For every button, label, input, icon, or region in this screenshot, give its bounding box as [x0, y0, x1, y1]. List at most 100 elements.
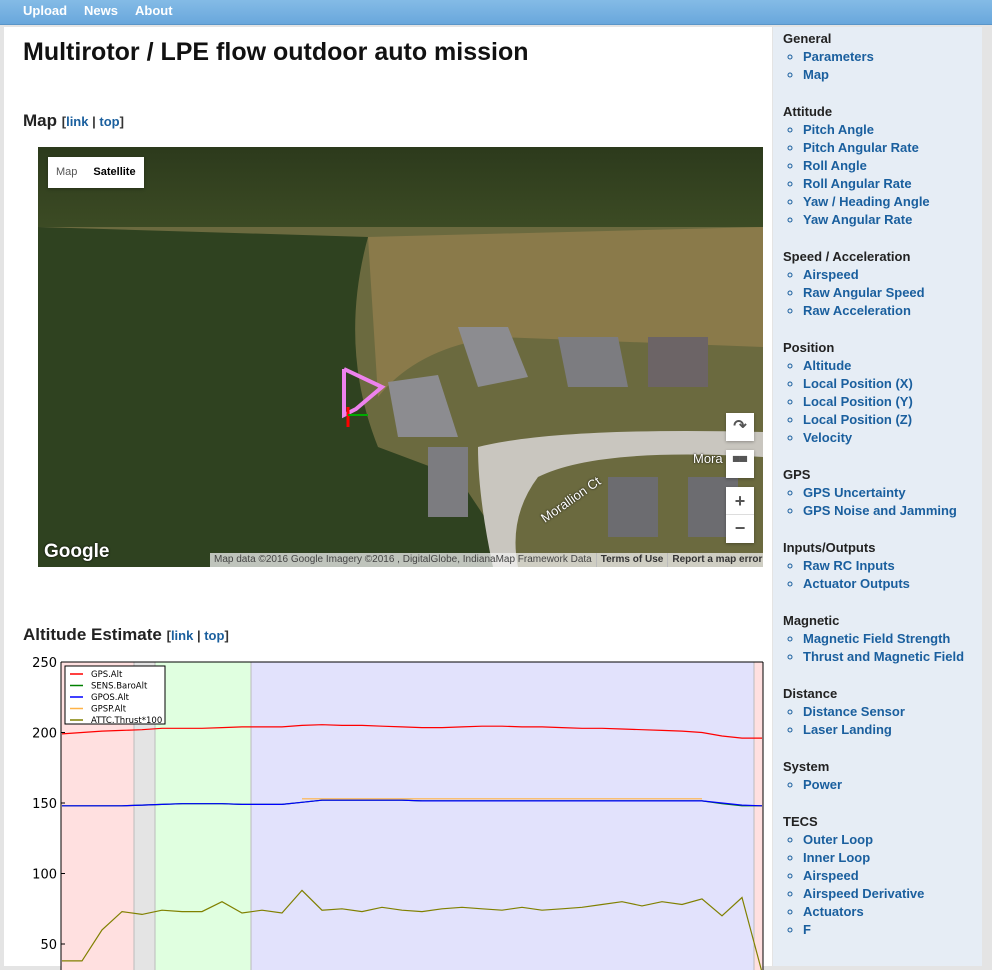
sidebar-heading: Position [783, 340, 835, 355]
sidebar-item: Pitch Angular Rate [803, 139, 972, 157]
sidebar-item: Map [803, 66, 972, 84]
main-content: Multirotor / LPE flow outdoor auto missi… [4, 27, 772, 970]
zoom-control: + − [726, 487, 754, 543]
sidebar-heading: Speed / Acceleration [783, 249, 911, 264]
page-title: Multirotor / LPE flow outdoor auto missi… [23, 38, 529, 66]
satellite-map[interactable]: Map Satellite Morallion Ct Mora ↷ ▀▀ + −… [38, 147, 763, 567]
sidebar-item: Airspeed Derivative [803, 885, 972, 903]
legend-label: GPSP.Alt [91, 705, 127, 715]
sidebar-link[interactable]: Raw Acceleration [803, 303, 911, 318]
sidebar-link[interactable]: Distance Sensor [803, 704, 905, 719]
sidebar-link[interactable]: Yaw Angular Rate [803, 212, 913, 227]
altitude-link[interactable]: link [170, 628, 194, 643]
sidebar-group: Attitude Pitch Angle Pitch Angular Rate Rol… [783, 104, 972, 229]
flight-track [342, 367, 386, 419]
series-line-gpos-alt [62, 799, 763, 807]
sidebar-link[interactable]: Laser Landing [803, 722, 892, 737]
sidebar-group: Magnetic Magnetic Field Strength Thrust an… [783, 613, 972, 666]
sidebar-link[interactable]: Actuators [803, 904, 864, 919]
tilt-icon: ▀▀ [732, 457, 748, 468]
sidebar-link[interactable]: Pitch Angle [803, 122, 875, 137]
sidebar-group: Inputs/Outputs Raw RC Inputs Actuator Outp… [783, 540, 972, 593]
sidebar-link[interactable]: Local Position (Y) [803, 394, 913, 409]
map-top-link[interactable]: top [99, 114, 120, 129]
sidebar-link[interactable]: Roll Angular Rate [803, 176, 912, 191]
nav-news[interactable]: News [84, 3, 118, 18]
sidebar-group: GPS GPS Uncertainty GPS Noise and Jamming [783, 467, 972, 520]
sidebar-item: Pitch Angle [803, 121, 972, 139]
zoom-in-button[interactable]: + [726, 487, 754, 515]
top-navbar: Upload News About [0, 0, 992, 25]
sidebar-group: System Power [783, 759, 972, 794]
sidebar-link[interactable]: GPS Noise and Jamming [803, 503, 957, 518]
sidebar-link[interactable]: Yaw / Heading Angle [803, 194, 930, 209]
sidebar-link[interactable]: Roll Angle [803, 158, 867, 173]
sidebar-item: Raw Angular Speed [803, 284, 972, 302]
nav-about[interactable]: About [135, 3, 173, 18]
legend-label: ATTC.Thrust*100 [91, 716, 162, 726]
sidebar-link[interactable]: Actuator Outputs [803, 576, 910, 591]
sidebar-item: Roll Angle [803, 157, 972, 175]
sidebar-link[interactable]: Inner Loop [803, 850, 871, 865]
sidebar-link[interactable]: Airspeed Derivative [803, 886, 925, 901]
tilt-map-button[interactable]: ▀▀ [726, 450, 754, 478]
sidebar-link[interactable]: GPS Uncertainty [803, 485, 906, 500]
attribution-text: Map data ©2016 Google Imagery ©2016 , Di… [210, 553, 597, 567]
nav-upload[interactable]: Upload [23, 3, 68, 18]
sidebar-heading: Attitude [783, 104, 833, 119]
sidebar-group: Speed / Acceleration Airspeed Raw Angular … [783, 249, 972, 320]
sidebar-item: F [803, 921, 972, 939]
rotate-map-button[interactable]: ↷ [726, 413, 754, 441]
sidebar-nav: General Parameters Map Attitude Pitch Angle P… [773, 27, 982, 966]
report-error-link[interactable]: Report a map error [668, 553, 763, 567]
map-section-heading: Map [link | top] [23, 111, 124, 130]
altitude-top-link[interactable]: top [204, 628, 225, 643]
series-line-gps-alt [61, 724, 762, 739]
sidebar-link[interactable]: Outer Loop [803, 832, 874, 847]
sidebar-link[interactable]: Local Position (X) [803, 376, 913, 391]
series-line-attc-thrust-100 [62, 889, 763, 970]
map-attribution: Map data ©2016 Google Imagery ©2016 , Di… [210, 553, 763, 567]
sidebar-item: Laser Landing [803, 721, 972, 739]
sidebar-link[interactable]: Pitch Angular Rate [803, 140, 919, 155]
sidebar-item: Local Position (Z) [803, 411, 972, 429]
sidebar-item: Altitude [803, 357, 972, 375]
map-type-satellite[interactable]: Satellite [93, 166, 136, 178]
legend-label: GPOS.Alt [91, 693, 130, 703]
sidebar-link[interactable]: Airspeed [803, 868, 859, 883]
sidebar-heading: Magnetic [783, 613, 840, 628]
legend-label: SENS.BaroAlt [91, 682, 148, 692]
section-title: Map [23, 111, 57, 130]
sidebar-link[interactable]: Velocity [803, 430, 853, 445]
sidebar-item: Actuator Outputs [803, 575, 972, 593]
legend-label: GPS.Alt [91, 670, 123, 680]
flight-mode-region [251, 662, 754, 970]
sidebar-link[interactable]: Raw RC Inputs [803, 558, 895, 573]
sidebar-link[interactable]: Altitude [803, 358, 852, 373]
sidebar-link[interactable]: Magnetic Field Strength [803, 631, 951, 646]
sidebar-link[interactable]: Local Position (Z) [803, 412, 913, 427]
sidebar-link[interactable]: Power [803, 777, 843, 792]
zoom-out-button[interactable]: − [734, 518, 746, 538]
google-logo: Google [44, 541, 110, 562]
legend-box [64, 665, 166, 725]
map-type-map[interactable]: Map [56, 166, 78, 178]
sidebar-link[interactable]: Thrust and Magnetic Field [803, 649, 965, 664]
sidebar-item: Local Position (X) [803, 375, 972, 393]
sidebar-item: Actuators [803, 903, 972, 921]
sidebar-link[interactable]: Map [803, 67, 829, 82]
map-link[interactable]: link [66, 114, 89, 129]
terms-link[interactable]: Terms of Use [597, 553, 669, 567]
sidebar-link[interactable]: Airspeed [803, 267, 859, 282]
sidebar-link[interactable]: Raw Angular Speed [803, 285, 925, 300]
sidebar-item: Velocity [803, 429, 972, 447]
sidebar-link[interactable]: Parameters [803, 49, 874, 64]
sidebar-item: Airspeed [803, 266, 972, 284]
sidebar-item: Airspeed [803, 867, 972, 885]
sidebar-link[interactable]: F [803, 922, 811, 937]
altitude-section-heading: Altitude Estimate [link | top] [23, 625, 229, 644]
sidebar-item: Yaw / Heading Angle [803, 193, 972, 211]
sidebar-item: Local Position (Y) [803, 393, 972, 411]
map-type-control: Map Satellite [48, 157, 144, 188]
sidebar-item: Raw Acceleration [803, 302, 972, 320]
